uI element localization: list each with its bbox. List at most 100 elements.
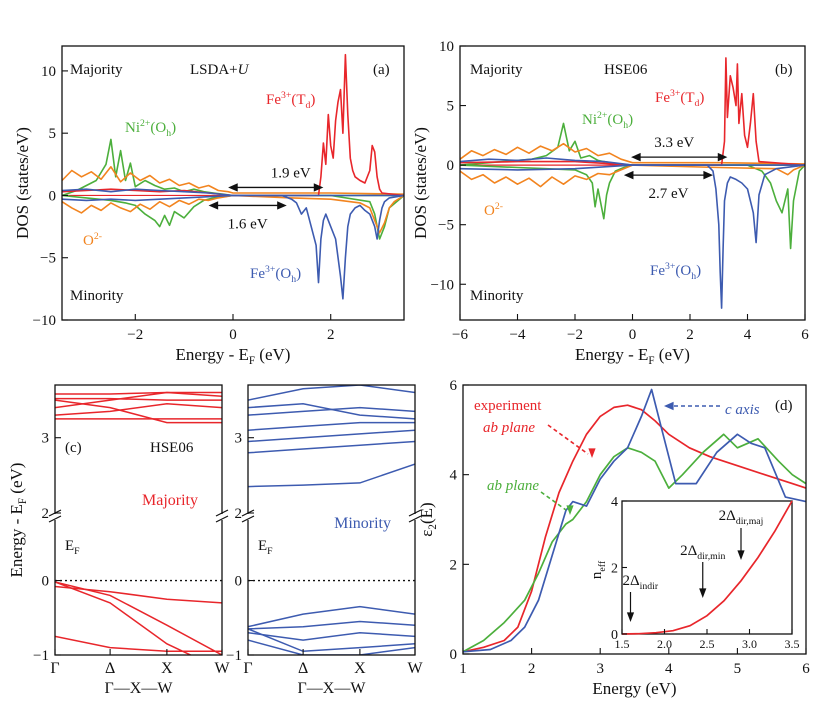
inset-curve: [621, 500, 793, 635]
text-part: F: [17, 498, 29, 504]
y-tick-label: 5: [447, 99, 455, 115]
x-tick-label: 5: [734, 661, 742, 677]
y-tick-label: 3: [42, 431, 50, 447]
inset-y-tick-label: 0: [611, 628, 618, 643]
y-tick-label: 4: [450, 468, 458, 484]
gap-arrow-head: [228, 183, 238, 192]
text-part: 3+: [265, 264, 276, 275]
series-line: [61, 166, 405, 195]
k-tick-label: X: [161, 660, 173, 677]
band-line: [55, 635, 222, 653]
method-label: LSDA+U: [190, 62, 250, 78]
y-tick-label: 2: [450, 557, 458, 573]
k-tick-label: Δ: [105, 660, 115, 677]
band-line: [248, 406, 415, 416]
band-panel-minority: Γ Δ X W 2 3 −1 0 EF Γ—X—W Minority: [226, 384, 423, 697]
inset-frame: [621, 500, 793, 635]
x-tick-label: 4: [744, 327, 752, 343]
text-part: Energy - E: [176, 345, 249, 364]
method-label: HSE06: [150, 440, 194, 456]
y-tick-label: −5: [40, 251, 56, 267]
axis-break-mark: [48, 515, 62, 523]
upper-bands: [55, 391, 222, 424]
x-tick-label: 0: [229, 327, 237, 343]
text-part: 2Δ: [680, 543, 698, 559]
text-part: (eV): [655, 345, 690, 364]
series-line: [61, 194, 405, 234]
plot-frame: [462, 384, 807, 655]
text-part: 2+: [140, 118, 151, 129]
text-part: dir,min: [697, 551, 725, 562]
series-line: [462, 388, 807, 653]
ni-label: Ni2+(Oh): [125, 118, 176, 139]
text-part: indir: [640, 581, 659, 592]
band-line: [55, 391, 222, 395]
y-axis-label: DOS (states/eV): [13, 127, 32, 239]
y-tick-label: 0: [42, 574, 50, 590]
text-part: Fe: [655, 90, 670, 106]
text-part: Fe: [650, 263, 665, 279]
gap-arrow-head: [313, 183, 324, 192]
inset-marker-arrow-head: [737, 550, 745, 560]
majority-label: Majority: [470, 62, 523, 78]
x-axis-label: Energy - EF (eV): [176, 345, 291, 367]
band-line: [248, 429, 415, 443]
band-line: [248, 605, 415, 628]
band-line: [248, 403, 415, 420]
y-tick-label: −1: [226, 648, 242, 664]
text-part: Energy - E: [575, 345, 648, 364]
x-tick-label: 6: [802, 661, 810, 677]
text-part: ): [699, 90, 704, 106]
x-tick-label: −6: [452, 327, 468, 343]
text-part: ): [310, 92, 315, 108]
inset-marker-arrow-head: [626, 612, 635, 622]
x-tick-label: 2: [686, 327, 694, 343]
ab-arrow-head: [566, 505, 574, 515]
band-line: [248, 620, 415, 630]
text-part: d: [306, 100, 311, 111]
series-line: [61, 194, 405, 300]
plot-frame: [459, 45, 806, 321]
band-line: [55, 403, 222, 416]
text-part: Energy - E: [7, 504, 26, 577]
k-tick-label: Δ: [298, 660, 308, 677]
y-tick-label: 10: [41, 64, 56, 80]
experiment-plane-label: ab plane: [483, 420, 535, 436]
text-part: (E): [417, 502, 436, 524]
k-path-label: Γ—X—W: [105, 680, 174, 697]
axis-break-mark: [241, 515, 255, 523]
series-line: [459, 164, 806, 250]
band-line: [55, 391, 222, 409]
ab-plane-label: ab plane: [487, 478, 539, 494]
text-part: (O: [675, 263, 691, 279]
x-axis-label: Energy - EF (eV): [575, 345, 690, 367]
gap-arrow-head: [208, 201, 219, 210]
text-part: 3+: [670, 88, 681, 99]
x-tick-label: 4: [665, 661, 673, 677]
series-line: [459, 164, 806, 309]
y-axis-label: ε2(E): [417, 502, 439, 536]
series-line: [459, 122, 805, 166]
text-part: n: [589, 571, 605, 579]
band-line: [248, 631, 415, 641]
plot-frame: [61, 45, 405, 321]
text-part: 2Δ: [719, 508, 737, 524]
panel-a-dos-lsda: −2 0 2 −10 −5 0 5 10 Energy - EF (eV) DOS (states…: [13, 45, 405, 367]
ab-arrow-line: [540, 491, 567, 511]
x-tick-label: 3: [596, 661, 604, 677]
y-axis-label: DOS (states/eV): [411, 127, 430, 239]
lower-bands: [248, 605, 415, 655]
experiment-arrow-head: [588, 448, 596, 458]
axis-break-mark: [408, 515, 422, 523]
text-part: Ni: [582, 112, 597, 128]
fe-oh-label: Fe3+(Oh): [650, 261, 701, 282]
axis-break-gap: [49, 514, 61, 520]
text-part: (T: [680, 90, 694, 106]
y-tick-label: 0: [450, 647, 458, 663]
text-part: h: [166, 128, 171, 139]
y-tick-label: 2: [235, 506, 243, 522]
band-line: [248, 440, 415, 454]
gap-label: 2.7 eV: [648, 186, 688, 202]
